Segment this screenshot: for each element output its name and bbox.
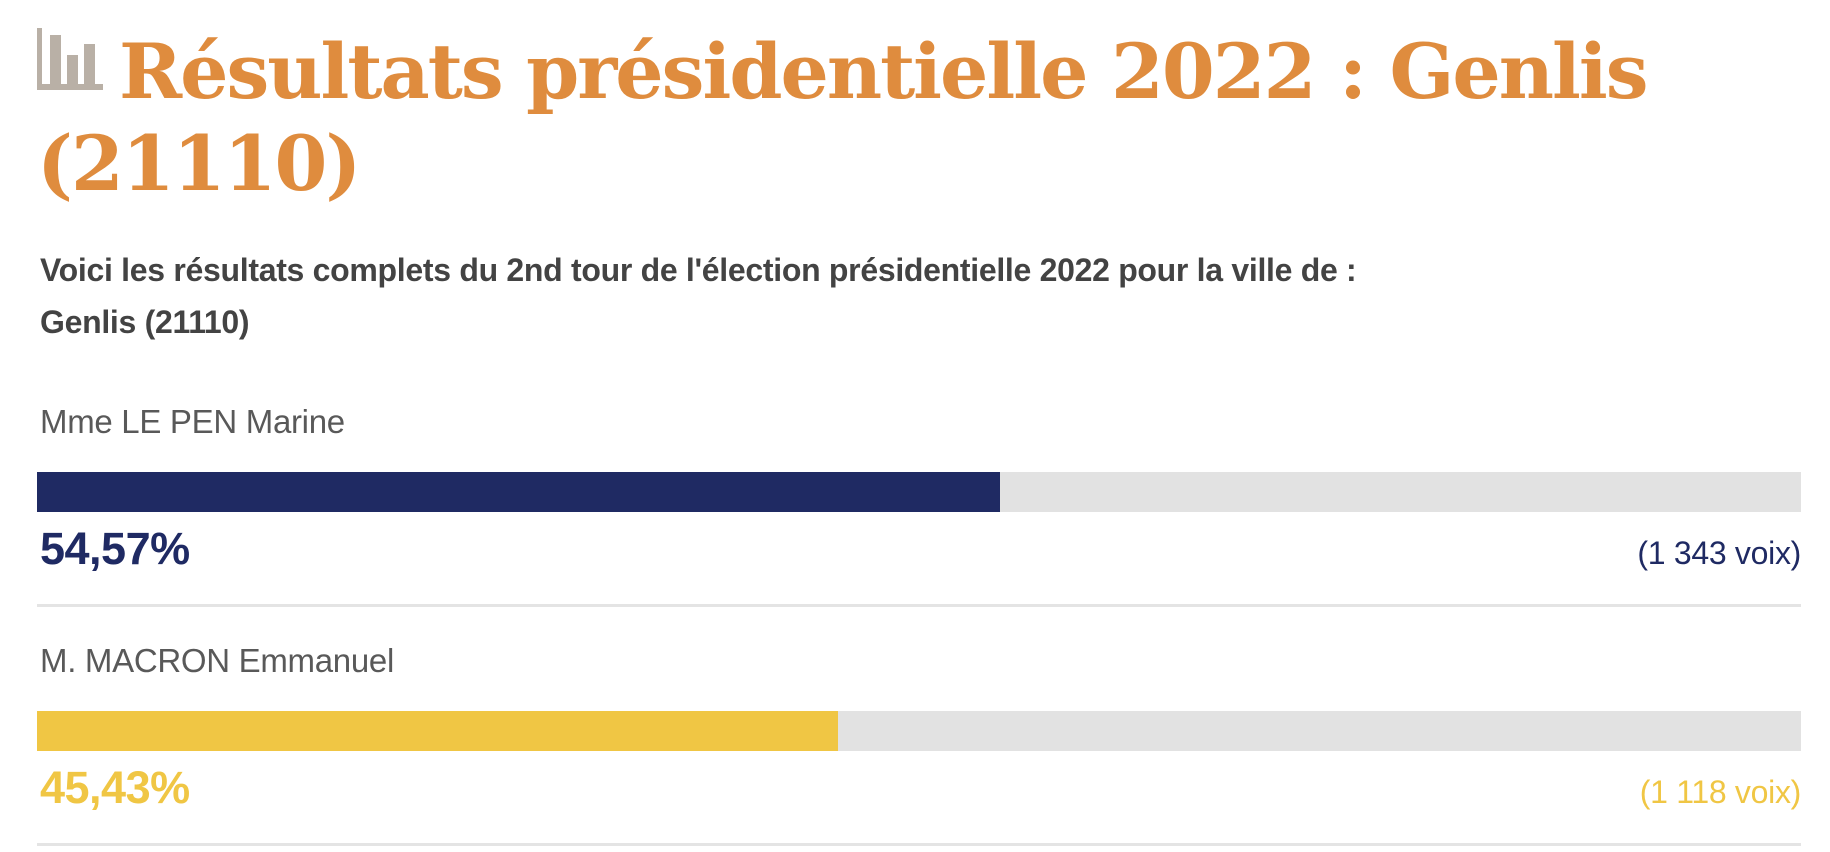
bar-fill bbox=[37, 472, 1000, 512]
votes-count: (1 118 voix) bbox=[1639, 774, 1802, 810]
candidate-row-macron: M. MACRON Emmanuel 45,43% (1 118 voix) bbox=[37, 641, 1801, 846]
page-title-text: Résultats présidentielle 2022 : Genlis bbox=[119, 27, 1648, 116]
bar-fill bbox=[37, 711, 839, 751]
result-row: 45,43% (1 118 voix) bbox=[37, 763, 1801, 813]
votes-count: (1 343 voix) bbox=[1637, 535, 1801, 571]
percent-value: 54,57% bbox=[40, 523, 190, 574]
section-divider bbox=[37, 843, 1801, 846]
candidate-name: Mme LE PEN Marine bbox=[40, 403, 345, 440]
bar-track bbox=[37, 711, 1801, 751]
bar-chart-icon bbox=[37, 18, 103, 110]
page-title: Résultats présidentielle 2022 : Genlis (… bbox=[37, 18, 1801, 210]
result-row: 54,57% (1 343 voix) bbox=[37, 524, 1801, 574]
bar-track bbox=[37, 472, 1801, 512]
percent-value: 45,43% bbox=[40, 762, 190, 813]
intro-line-2: Genlis (21110) bbox=[40, 304, 250, 340]
candidate-name: M. MACRON Emmanuel bbox=[40, 642, 394, 679]
candidate-row-lepen: Mme LE PEN Marine 54,57% (1 343 voix) bbox=[37, 402, 1801, 607]
intro-line-1: Voici les résultats complets du 2nd tour… bbox=[40, 252, 1357, 288]
page-title-line-1: Résultats présidentielle 2022 : Genlis bbox=[37, 18, 1801, 118]
page-title-line-2: (21110) bbox=[37, 119, 361, 208]
intro-text: Voici les résultats complets du 2nd tour… bbox=[40, 244, 1801, 348]
section-divider bbox=[37, 604, 1801, 607]
